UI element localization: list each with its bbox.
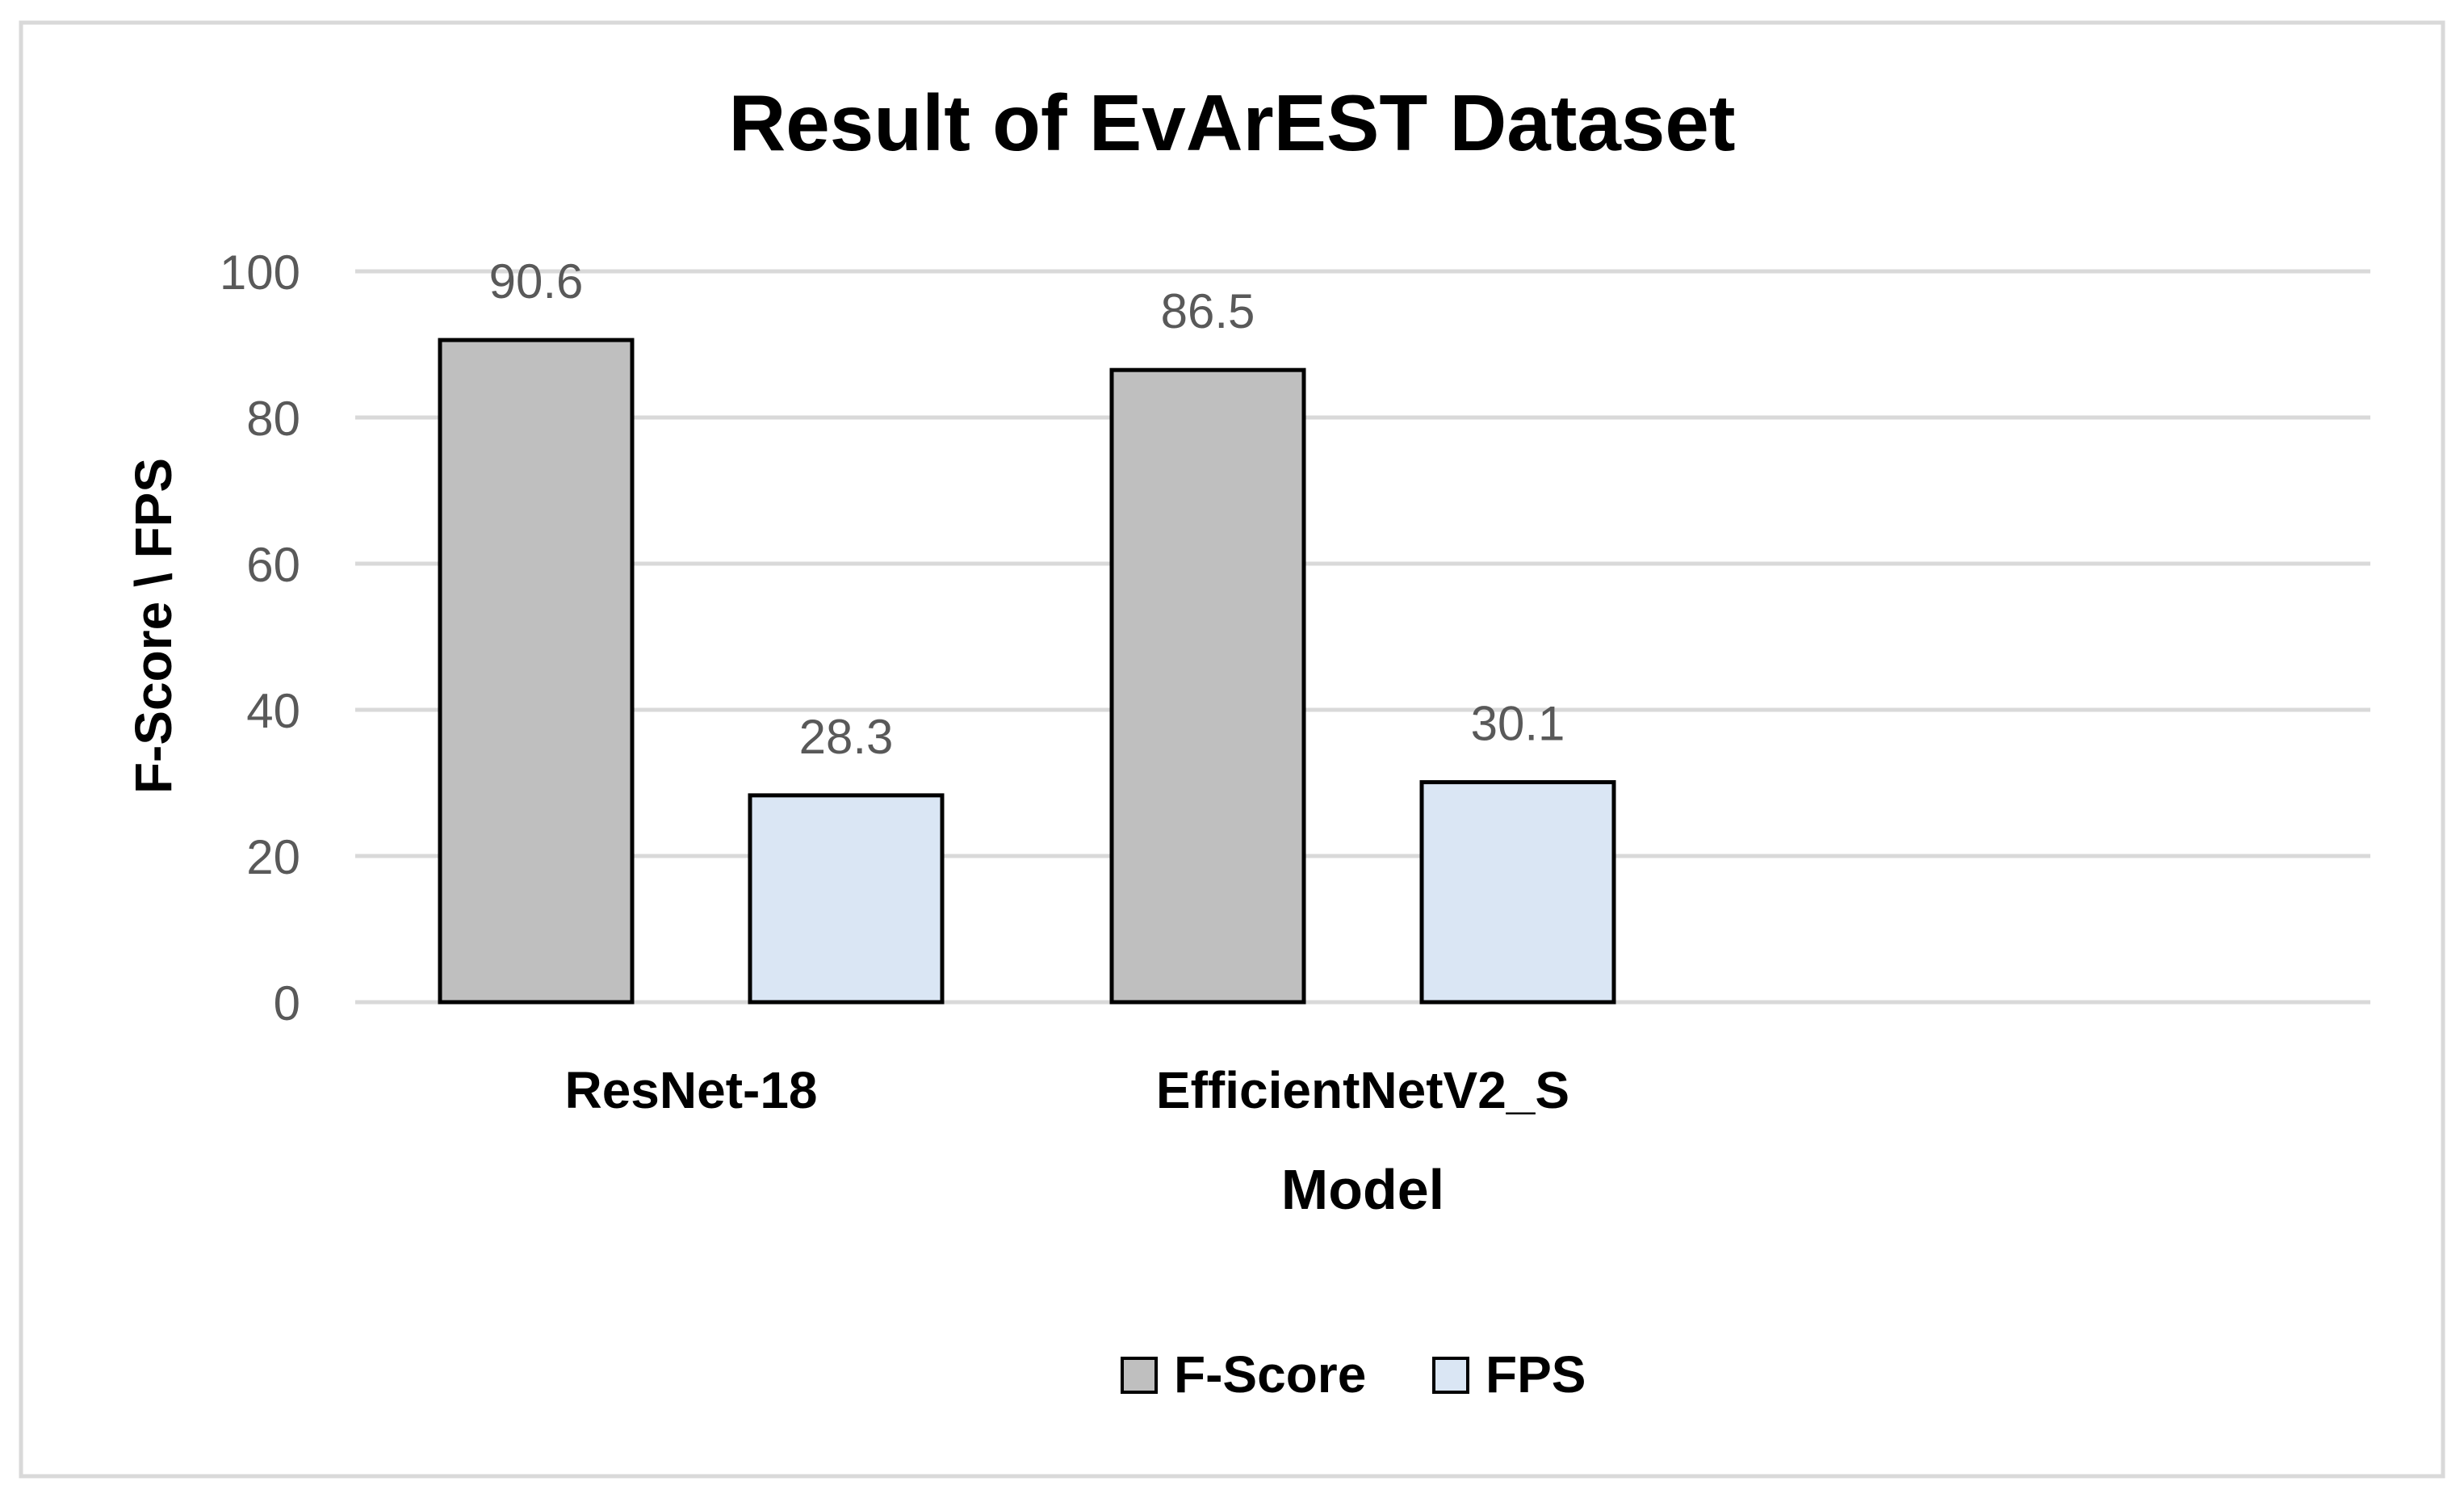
y-tick-label: 0	[274, 976, 300, 1030]
y-tick-label: 60	[246, 538, 300, 592]
y-tick-label: 100	[220, 245, 300, 300]
y-axis-ticks: 0 20 40 60 80 100	[220, 245, 300, 1030]
bar-fps-1	[1419, 780, 1616, 1005]
legend-swatch-fps	[1432, 1357, 1469, 1394]
legend: F-Score FPS	[1121, 1345, 1586, 1404]
legend-label-fps: FPS	[1486, 1345, 1586, 1404]
x-axis-label: Model	[1281, 1158, 1444, 1221]
x-axis-ticks: ResNet-18 EfficientNetV2_S	[564, 1061, 1569, 1119]
data-label: 30.1	[1471, 697, 1565, 751]
x-tick-label: EfficientNetV2_S	[1156, 1061, 1569, 1119]
gridlines	[355, 269, 2370, 1005]
data-label: 28.3	[799, 710, 894, 764]
bar-f-score-0	[438, 338, 635, 1005]
data-label: 90.6	[489, 254, 584, 308]
y-tick-label: 80	[246, 392, 300, 446]
data-labels: 90.6 86.5 28.3 30.1	[489, 254, 1565, 764]
bar-fps-0	[748, 793, 945, 1005]
y-tick-label: 40	[246, 684, 300, 738]
chart-title: Result of EvArEST Dataset	[728, 78, 1735, 167]
bars	[438, 338, 1616, 1005]
legend-label-f-score: F-Score	[1174, 1345, 1366, 1404]
y-tick-label: 20	[246, 830, 300, 884]
y-axis-label: F-Score \ FPS	[124, 458, 182, 794]
x-tick-label: ResNet-18	[564, 1061, 817, 1119]
bar-f-score-1	[1109, 367, 1306, 1005]
data-label: 86.5	[1161, 284, 1255, 338]
legend-swatch-f-score	[1121, 1357, 1158, 1394]
